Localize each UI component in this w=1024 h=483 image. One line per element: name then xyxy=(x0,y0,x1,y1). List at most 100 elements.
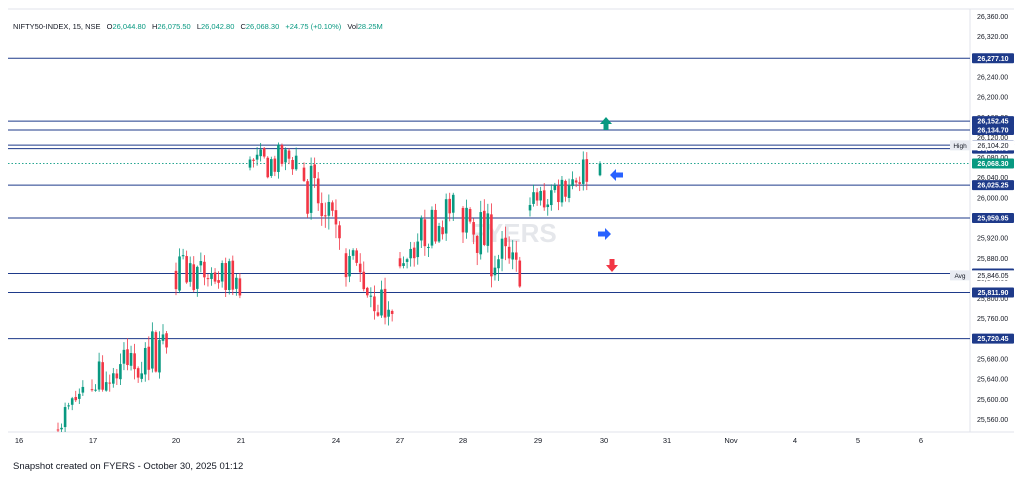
candle-body xyxy=(437,225,441,242)
candle-body xyxy=(287,150,291,159)
candle-body xyxy=(518,260,522,287)
candle-body xyxy=(539,190,542,201)
avg-marker-tag: Avg xyxy=(954,273,965,280)
candle-body xyxy=(507,246,511,259)
high-marker-tag-box xyxy=(950,140,970,151)
candle-body xyxy=(266,157,270,178)
candle-body xyxy=(578,182,581,184)
candle-body xyxy=(78,393,81,399)
legend-change: +24.75 (+0.10%) xyxy=(285,22,342,31)
x-tick-label: 4 xyxy=(793,436,797,445)
candle-body xyxy=(277,144,280,173)
legend-symbol: NIFTY50-INDEX, 15, NSE xyxy=(13,22,101,31)
candle-body xyxy=(140,373,143,379)
x-tick-label: 6 xyxy=(919,436,923,445)
candle-body xyxy=(196,266,199,289)
candle-body xyxy=(227,261,231,291)
candle-body xyxy=(486,213,490,246)
y-tick-label: 25,640.00 xyxy=(977,377,1008,384)
candle-body xyxy=(291,159,294,170)
candle-body xyxy=(181,255,185,257)
candle-body xyxy=(63,407,67,428)
legend-low-label: L xyxy=(196,22,201,31)
candle-body xyxy=(81,386,85,393)
avg-marker-box xyxy=(972,270,1014,281)
legend-open-label: O xyxy=(106,22,113,31)
candle-body xyxy=(355,250,358,263)
snapshot-caption: Snapshot created on FYERS - October 30, … xyxy=(13,461,244,472)
x-tick-label: 17 xyxy=(89,436,97,445)
down-arrow-icon xyxy=(606,259,618,272)
legend-open: 26,044.80 xyxy=(112,22,146,31)
y-tick-label: 26,320.00 xyxy=(977,34,1008,41)
legend-volume: 28.25M xyxy=(357,22,383,31)
candle-body xyxy=(334,210,338,225)
candle-body xyxy=(94,389,97,391)
y-tick-label: 26,200.00 xyxy=(977,95,1008,102)
high-marker-value: 26,104.20 xyxy=(977,143,1008,150)
candle-body xyxy=(313,164,316,179)
candle-body xyxy=(564,180,567,197)
y-tick-label: 26,240.00 xyxy=(977,74,1008,81)
candle-body xyxy=(231,260,235,290)
candle-body xyxy=(423,219,427,247)
candle-body xyxy=(416,241,420,258)
candle-body xyxy=(532,192,535,204)
candle-body xyxy=(151,331,154,369)
y-tick-label: 25,800.00 xyxy=(977,296,1008,303)
candle-body xyxy=(280,144,284,164)
candle-body xyxy=(387,309,390,317)
candle-body xyxy=(188,263,192,282)
candle-body xyxy=(351,250,355,256)
candle-body xyxy=(255,154,259,160)
candle-body xyxy=(479,212,483,255)
x-tick-label: 28 xyxy=(459,436,467,445)
x-tick-label: 27 xyxy=(396,436,404,445)
level-label-box xyxy=(972,125,1014,136)
candle-body xyxy=(553,185,557,191)
level-label-text: 26,134.70 xyxy=(977,128,1008,135)
candle-body xyxy=(383,288,387,318)
candle-body xyxy=(409,248,412,259)
candle-body xyxy=(500,238,504,259)
candle-body xyxy=(434,209,437,242)
candle-body xyxy=(444,199,448,234)
candle-body xyxy=(585,159,589,182)
candle-body xyxy=(528,205,532,211)
candle-body xyxy=(74,396,78,401)
candle-body xyxy=(320,203,324,217)
candle-body xyxy=(97,361,101,390)
last-price-label-box xyxy=(972,158,1014,169)
candle-body xyxy=(133,353,136,370)
y-tick-label: 25,680.00 xyxy=(977,356,1008,363)
y-tick-label: 26,120.00 xyxy=(977,135,1008,142)
level-label-text: 25,811.90 xyxy=(978,290,1009,297)
candle-body xyxy=(402,263,405,266)
legend-close-label: C xyxy=(240,22,246,31)
legend-close: 26,068.30 xyxy=(245,22,280,31)
candle-body xyxy=(203,261,206,278)
candle-body xyxy=(581,159,585,184)
candle-body xyxy=(390,310,394,314)
candle-body xyxy=(90,389,94,391)
x-tick-label: 30 xyxy=(600,436,608,445)
high-marker-tag: High xyxy=(953,143,967,150)
candle-body xyxy=(143,347,147,375)
signal-arrows xyxy=(598,117,623,272)
candle-body xyxy=(224,263,227,290)
candle-body xyxy=(324,215,327,217)
candle-body xyxy=(427,246,430,248)
candle-body xyxy=(497,259,500,269)
legend-high: 26,075.50 xyxy=(157,22,191,31)
level-label-box xyxy=(972,180,1014,191)
level-price-labels: 26,277.1026,152.4526,134.7026,104.6526,0… xyxy=(950,53,1014,344)
candle-body xyxy=(154,332,158,372)
candle-body xyxy=(248,159,252,168)
candle-body xyxy=(60,427,63,430)
candle-body xyxy=(535,192,539,201)
candle-body xyxy=(514,252,518,260)
candle-body xyxy=(238,278,242,296)
candle-body xyxy=(101,362,104,390)
